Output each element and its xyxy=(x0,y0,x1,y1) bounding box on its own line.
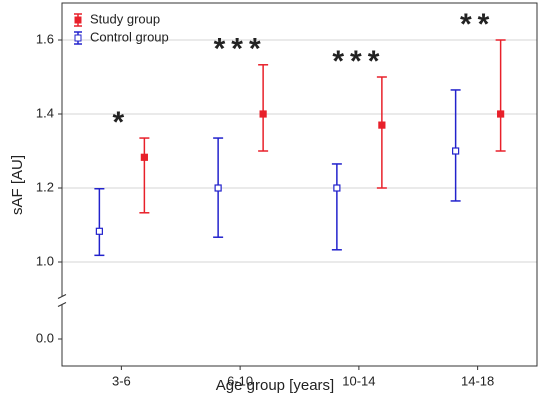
y-tick-label: 1.6 xyxy=(36,31,54,46)
legend-label: Control group xyxy=(90,29,169,44)
mean-marker xyxy=(333,184,341,192)
legend-label: Study group xyxy=(90,11,160,26)
mean-marker xyxy=(95,227,103,235)
significance-mark: *** xyxy=(214,33,267,66)
x-tick-label: 14-18 xyxy=(461,373,494,388)
y-tick-label: 0.0 xyxy=(36,330,54,345)
mean-marker xyxy=(140,153,148,161)
mean-marker xyxy=(214,184,222,192)
axis-break xyxy=(57,294,67,307)
plot-frame xyxy=(61,2,538,367)
legend-marker xyxy=(74,34,82,42)
significance-mark: * xyxy=(113,106,131,139)
y-tick-label: 1.4 xyxy=(36,105,54,120)
x-tick-label: 10-14 xyxy=(342,373,375,388)
y-axis-label: sAF [AU] xyxy=(9,155,26,215)
mean-marker xyxy=(497,110,505,118)
mean-marker xyxy=(452,147,460,155)
significance-mark: *** xyxy=(332,45,385,78)
mean-marker xyxy=(378,121,386,129)
y-tick-label: 1.2 xyxy=(36,179,54,194)
mean-marker xyxy=(259,110,267,118)
x-axis-label: Age group [years] xyxy=(216,377,334,394)
y-tick-label: 1.0 xyxy=(36,253,54,268)
significance-mark: ** xyxy=(460,8,495,41)
x-tick-label: 6-10 xyxy=(227,373,253,388)
legend-marker xyxy=(74,16,82,24)
x-tick-label: 3-6 xyxy=(112,373,131,388)
